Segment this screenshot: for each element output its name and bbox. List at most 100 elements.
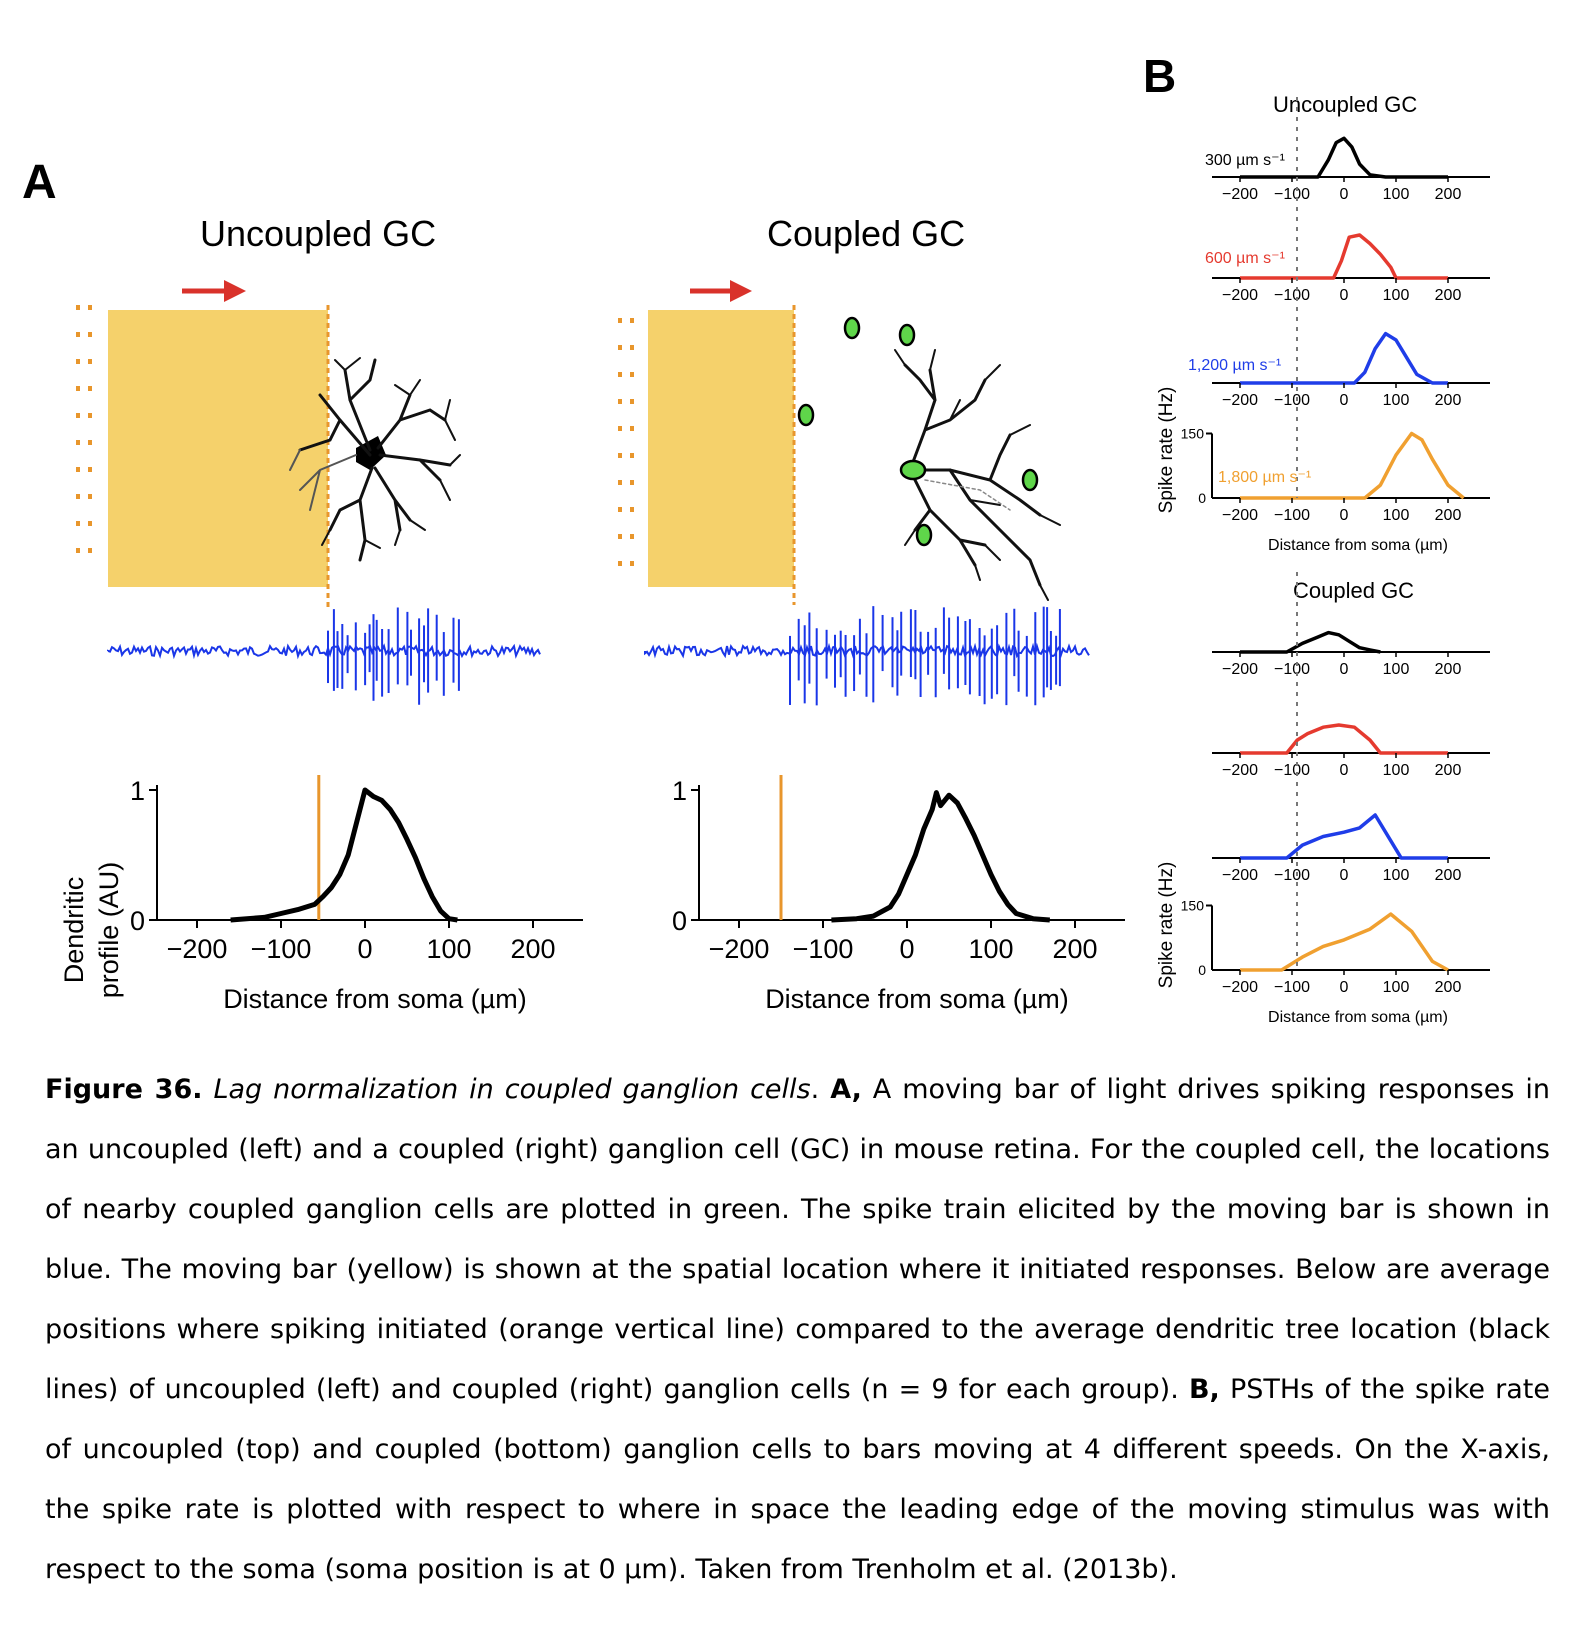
x-tick-label-2: 0 — [1340, 287, 1349, 304]
speed-label-0: 300 µm s⁻¹ — [1205, 152, 1285, 169]
left-motion-arrow — [182, 280, 246, 302]
x-tick-label-2: 0 — [1340, 392, 1349, 409]
x-tick-label-1: −100 — [1274, 392, 1310, 409]
coupled-cell-6 — [915, 523, 933, 547]
x-tick-label-0: −200 — [1222, 979, 1258, 996]
caption-figure-title: Lag normalization in coupled ganglion ce… — [213, 1074, 811, 1105]
x-tick-label-3: 100 — [1383, 507, 1410, 524]
y-tick-label-1: 1 — [130, 776, 145, 806]
x-tick-label-1: −100 — [1274, 507, 1310, 524]
caption-a-text: A moving bar of light drives spiking res… — [45, 1074, 1551, 1405]
x-tick-label-4: 200 — [1435, 867, 1462, 884]
uncoupled-spike-train — [107, 607, 541, 705]
x-tick-label-1: −100 — [1274, 867, 1310, 884]
coupled-cell-4 — [899, 459, 927, 481]
coupled-cell-5 — [1021, 468, 1039, 492]
coupled-psth-stack: −200 −100 0 100 200 −200 −100 0 100 200 −200 −100 0 1… — [1181, 572, 1490, 996]
x-axis-label: Distance from soma (µm) — [223, 984, 527, 1014]
x-tick-label-4: 200 — [1435, 287, 1462, 304]
x-tick-label-2: 0 — [1340, 979, 1349, 996]
x-tick-label-4: 200 — [1435, 507, 1462, 524]
x-tick-label-1: −100 — [1274, 186, 1310, 203]
x-tick-label-4: 200 — [510, 934, 555, 964]
speed-label-1: 600 µm s⁻¹ — [1205, 250, 1285, 267]
x-tick-label-4: 200 — [1435, 661, 1462, 678]
x-tick-label-3: 100 — [1383, 762, 1410, 779]
x-tick-label-3: 100 — [968, 934, 1013, 964]
y-tick-label-0: 0 — [672, 906, 687, 936]
dendritic-ylabel-line2: profile (AU) — [94, 862, 124, 999]
x-tick-label-2: 0 — [1340, 661, 1349, 678]
coupled-gc-title: Coupled GC — [767, 213, 965, 254]
caption-b-label: B, — [1188, 1374, 1220, 1405]
x-tick-label-4: 200 — [1435, 979, 1462, 996]
x-tick-label-1: −100 — [1274, 762, 1310, 779]
coupled-cell-2 — [898, 323, 916, 347]
coupled-speed-2: −200 −100 0 100 200 — [1212, 813, 1490, 884]
x-tick-label-0: −200 — [1222, 661, 1258, 678]
psth-line — [1240, 331, 1448, 385]
uncoupled-psth-stack: −200 −100 0 100 200 −200 −100 0 100 200 −200 −100 0 1… — [1181, 97, 1490, 524]
figure-36: A Uncoupled GC Coupled GC — [22, 50, 1490, 1026]
x-tick-label-1: −100 — [251, 934, 312, 964]
x-tick-label-0: −200 — [1222, 186, 1258, 203]
y-tick-label-0: 0 — [130, 906, 145, 936]
panel-b-ylabel-bottom: Spike rate (Hz) — [1156, 862, 1177, 989]
coupled-spike-train — [644, 606, 1090, 706]
x-tick-label-3: 100 — [426, 934, 471, 964]
coupled-ganglion-cells — [797, 316, 1039, 547]
x-tick-label-1: −100 — [1274, 979, 1310, 996]
x-tick-label-3: 100 — [1383, 186, 1410, 203]
dendritic-profile-line — [230, 787, 458, 923]
psth-line — [1240, 233, 1448, 280]
x-tick-label-1: −100 — [793, 934, 854, 964]
x-tick-label-0: −200 — [1222, 392, 1258, 409]
psth-line — [1240, 630, 1381, 654]
x-tick-label-0: −200 — [1222, 287, 1258, 304]
caption-a-label: A, — [830, 1074, 862, 1105]
x-tick-label-2: 0 — [899, 934, 914, 964]
dendritic-ylabel-line1: Dendritic — [59, 877, 89, 984]
x-tick-label-4: 200 — [1052, 934, 1097, 964]
psth-line — [1240, 723, 1448, 755]
caption-b-text: PSTHs of the spike rate of uncoupled (to… — [45, 1374, 1550, 1585]
x-tick-label-3: 100 — [1383, 392, 1410, 409]
x-tick-label-0: −200 — [167, 934, 228, 964]
coupled-dendritic-profile-plot: 0 1 −200 −100 0 100 200 Distance from soma (µm) — [672, 775, 1125, 1014]
uncoupled-y-tick-label-0: 0 — [1198, 490, 1206, 506]
x-tick-label-3: 100 — [1383, 979, 1410, 996]
coupled-cell-3 — [797, 403, 815, 427]
x-tick-label-0: −200 — [1222, 867, 1258, 884]
coupled-cell-1 — [843, 316, 861, 340]
psth-line — [1240, 136, 1448, 179]
x-tick-label-3: 100 — [1383, 867, 1410, 884]
speed-label-2: 1,200 µm s⁻¹ — [1188, 357, 1281, 374]
coupled-speed-3: −200 −100 0 100 200 — [1212, 912, 1490, 996]
right-motion-arrow — [690, 280, 752, 302]
coupled-neuron-drawing — [894, 349, 1061, 601]
x-tick-label-0: −200 — [709, 934, 770, 964]
x-tick-label-3: 100 — [1383, 661, 1410, 678]
caption-title-period: . — [810, 1074, 831, 1105]
caption-figure-label: Figure 36. — [45, 1074, 203, 1105]
panel-b-uncoupled-title: Uncoupled GC — [1273, 92, 1417, 117]
x-tick-label-3: 100 — [1383, 287, 1410, 304]
panel-b-ylabel-top: Spike rate (Hz) — [1156, 387, 1177, 514]
psth-line — [1240, 813, 1448, 860]
uncoupled-neuron-drawing — [289, 357, 461, 562]
uncoupled-speed-1: −200 −100 0 100 200 — [1212, 233, 1490, 304]
x-tick-label-0: −200 — [1222, 507, 1258, 524]
uncoupled-gc-title: Uncoupled GC — [200, 213, 436, 254]
dendritic-profile-line — [831, 790, 1050, 923]
x-tick-label-4: 200 — [1435, 186, 1462, 203]
right-moving-bar — [648, 310, 794, 587]
x-tick-label-1: −100 — [1274, 661, 1310, 678]
x-tick-label-2: 0 — [357, 934, 372, 964]
x-tick-label-4: 200 — [1435, 392, 1462, 409]
panel-a-label: A — [22, 156, 57, 209]
coupled-y-tick-label-150: 150 — [1181, 898, 1205, 914]
figure-caption: Figure 36. Lag normalization in coupled … — [45, 1060, 1550, 1600]
x-tick-label-2: 0 — [1340, 507, 1349, 524]
uncoupled-speed-3: −200 −100 0 100 200 — [1212, 431, 1490, 524]
coupled-y-tick-label-0: 0 — [1198, 962, 1206, 978]
